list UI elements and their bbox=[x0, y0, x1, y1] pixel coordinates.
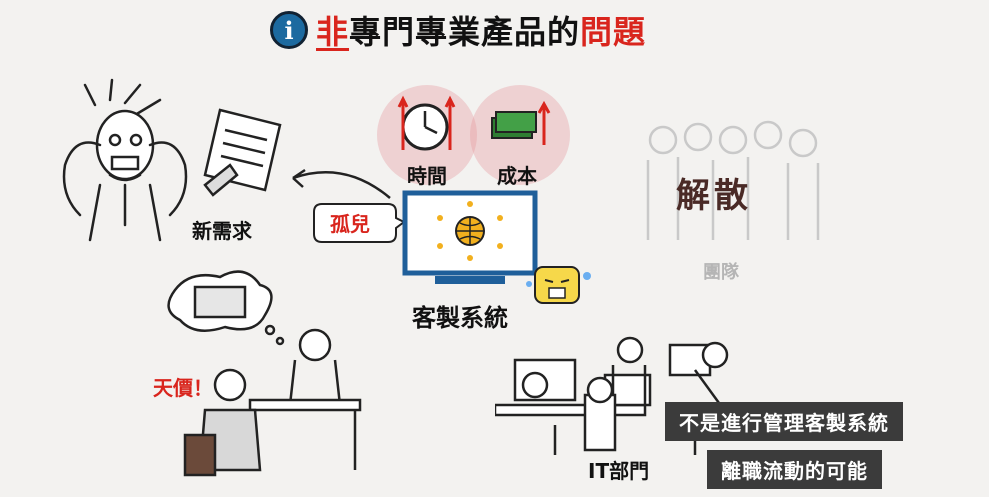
caption-line-2: 離職流動的可能 bbox=[707, 450, 882, 489]
orphan-label: 孤兒 bbox=[330, 212, 370, 236]
meeting-illustration bbox=[167, 270, 362, 477]
clock-icon bbox=[397, 95, 456, 151]
custom-system-label: 客製系統 bbox=[412, 304, 508, 332]
stressed-person-illustration bbox=[62, 78, 188, 242]
time-label: 時間 bbox=[407, 164, 447, 188]
cost-label: 成本 bbox=[497, 164, 537, 188]
slide-title: i 非專門專業產品的問題 bbox=[270, 8, 646, 52]
sky-price-label: 天價！ bbox=[153, 376, 213, 400]
new-request-label: 新需求 bbox=[192, 219, 252, 243]
money-icon bbox=[491, 100, 551, 145]
crying-face-icon bbox=[526, 266, 591, 304]
title-red-suffix: 問題 bbox=[580, 13, 647, 51]
info-icon: i bbox=[270, 11, 308, 49]
team-label: 團隊 bbox=[703, 262, 739, 283]
dissolve-label: 解散 bbox=[676, 176, 752, 216]
title-main: 專門專業產品的 bbox=[349, 13, 581, 51]
faded-team-illustration bbox=[646, 120, 820, 240]
document-with-pen-illustration bbox=[203, 108, 282, 197]
speech-bubble bbox=[313, 203, 405, 243]
it-office-illustration bbox=[495, 336, 737, 455]
curved-arrow bbox=[292, 168, 391, 199]
title-red-prefix: 非 bbox=[316, 13, 350, 51]
title-text: 非專門專業產品的問題 bbox=[316, 7, 646, 53]
monitor-globe-illustration bbox=[402, 190, 538, 284]
it-department-label: IT部門 bbox=[588, 459, 650, 483]
caption-line-1: 不是進行管理客製系統 bbox=[665, 402, 903, 441]
